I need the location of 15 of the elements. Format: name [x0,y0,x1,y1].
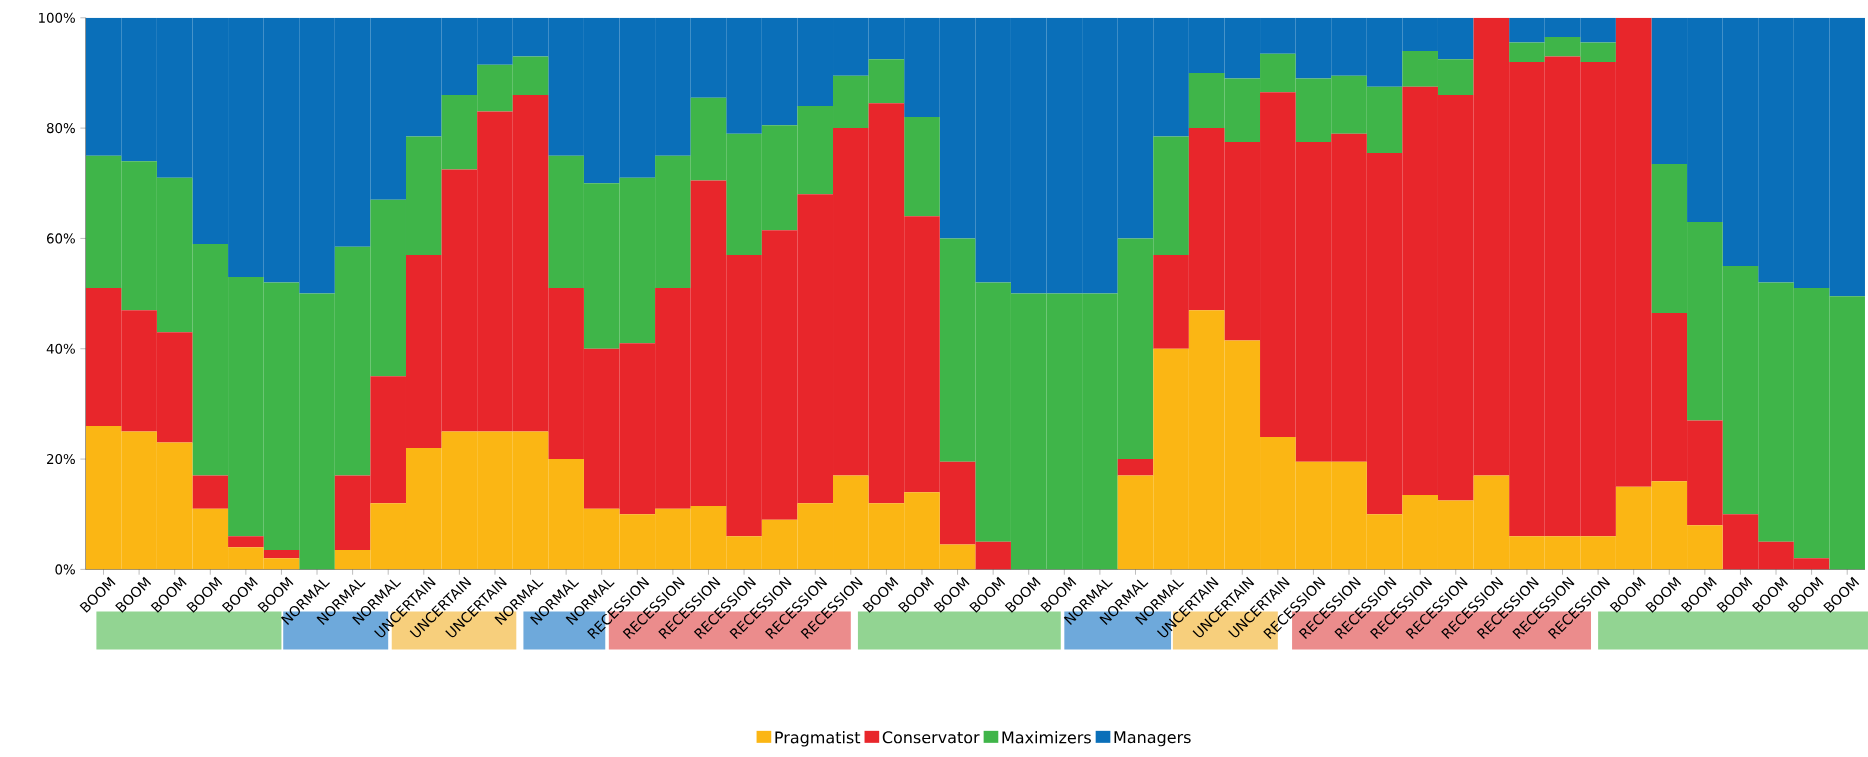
y-tick-label: 80% [46,123,75,134]
bar [1117,459,1154,476]
y-tick-label: 60% [46,233,75,244]
bar [904,117,940,217]
y-tick-label: 40% [46,343,75,354]
legend-label: Maximizers [1002,731,1091,744]
y-tick-label: 20% [47,454,75,465]
y-tick-label: 100% [39,12,75,23]
bar [263,550,300,559]
legend-label: Pragmatist [775,731,861,747]
y-tick-label: 0% [55,564,75,575]
bar [228,536,264,548]
legend-label: Managers [1114,731,1191,747]
legend-label: Conservator [882,731,980,744]
bar [192,475,229,509]
